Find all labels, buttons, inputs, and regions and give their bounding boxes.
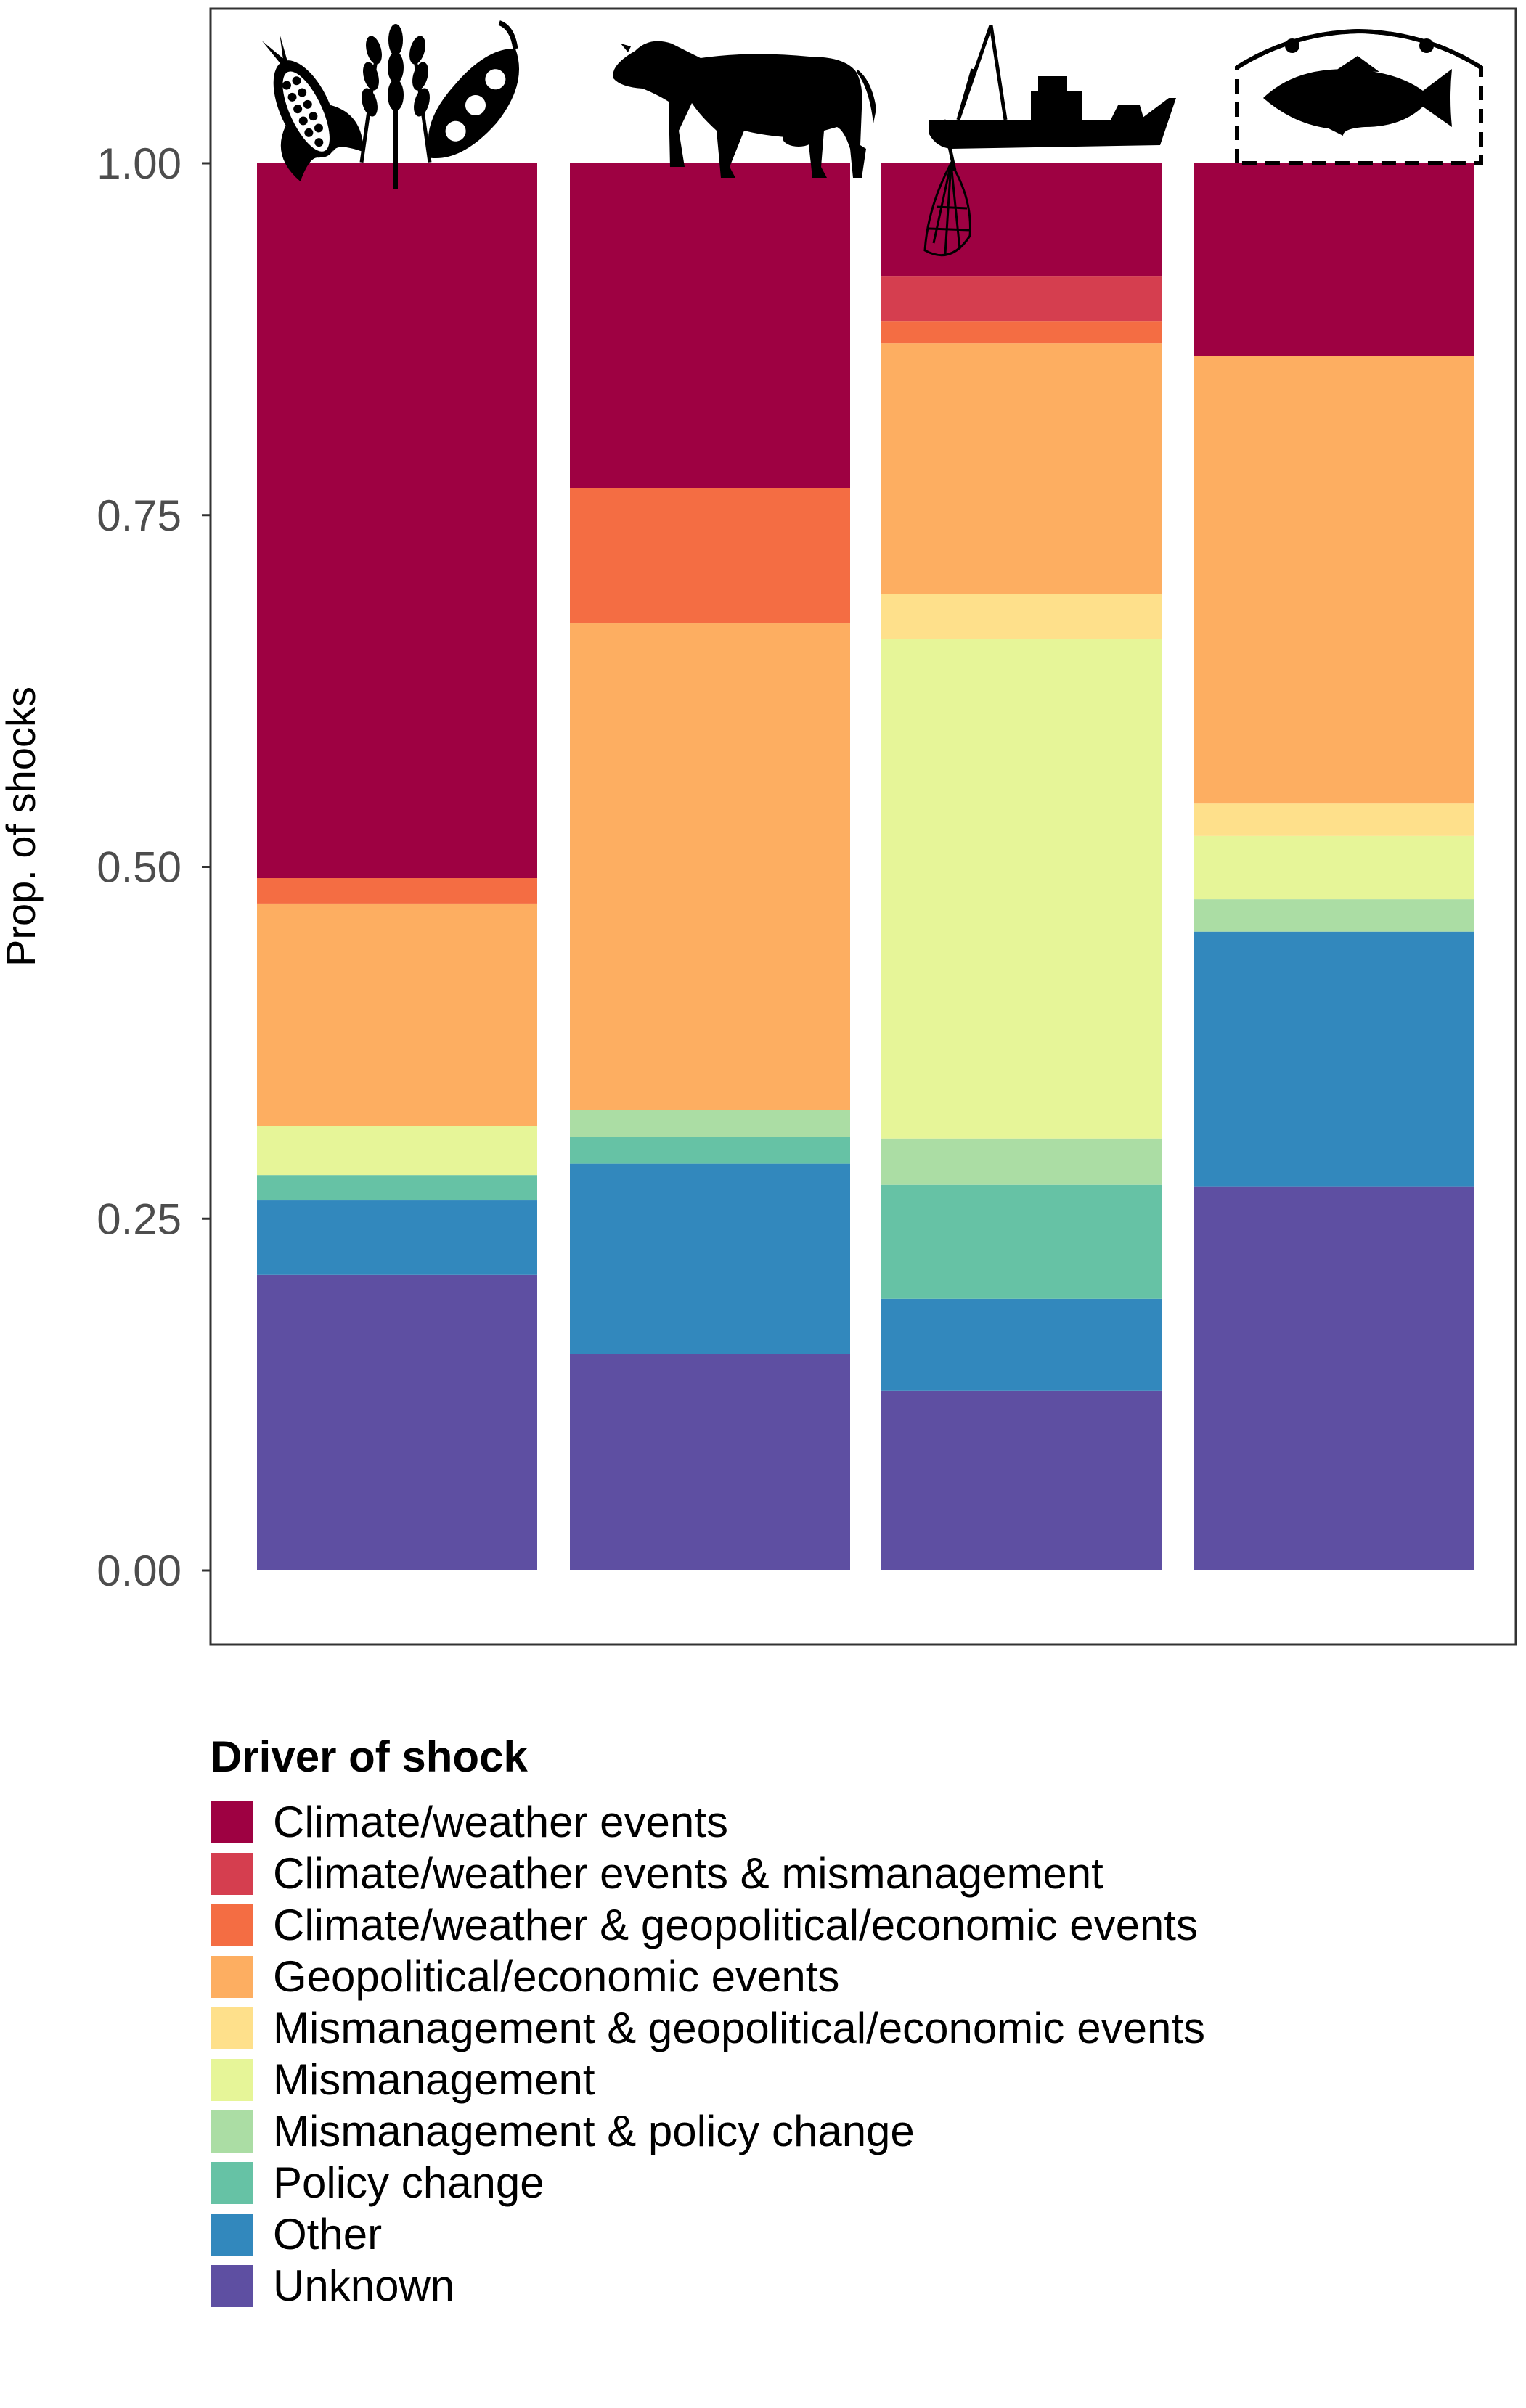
bar-segment <box>881 639 1162 1139</box>
y-tick-label: 0.25 <box>97 1195 181 1243</box>
bar-segment <box>257 878 537 904</box>
bar-segment <box>257 903 537 1126</box>
legend-item: Climate/weather & geopolitical/economic … <box>211 1899 1205 1951</box>
y-tick-label: 0.75 <box>97 491 181 540</box>
bar-segment <box>881 1184 1162 1299</box>
legend-label: Geopolitical/economic events <box>273 1952 840 2001</box>
bar-segment <box>1194 1186 1474 1570</box>
y-tick-label: 0.50 <box>97 843 181 892</box>
bar-segment <box>257 163 537 879</box>
y-axis-ticks: 0.00 0.25 0.50 0.75 1.00 <box>97 139 211 1595</box>
legend-label: Mismanagement <box>273 2055 595 2104</box>
bar-stack-crops <box>257 163 537 1570</box>
legend-swatch <box>211 2007 253 2049</box>
y-tick-label: 1.00 <box>97 139 181 188</box>
legend-label: Mismanagement & policy change <box>273 2107 915 2155</box>
legend-item: Mismanagement <box>211 2054 1205 2105</box>
legend-swatch <box>211 2264 253 2307</box>
bar-stack-fisheries <box>881 163 1162 1570</box>
legend-swatch <box>211 2161 253 2204</box>
fisheries-icon <box>923 25 1176 257</box>
bar-stack-livestock <box>570 163 850 1570</box>
y-axis-title: Prop. of shocks <box>0 687 44 967</box>
bar-segment <box>881 163 1162 277</box>
legend-items: Climate/weather events Climate/weather ev… <box>211 1796 1205 2311</box>
bar-segment <box>881 1138 1162 1185</box>
legend-title: Driver of shock <box>211 1732 528 1781</box>
bar-segment <box>1194 803 1474 836</box>
legend-label: Policy change <box>273 2158 544 2207</box>
legend-label: Climate/weather & geopolitical/economic … <box>273 1901 1198 1949</box>
chart: 0.00 0.25 0.50 0.75 1.00 Prop. of shocks <box>0 7 1517 1646</box>
bar-segment <box>257 1126 537 1176</box>
legend-item: Policy change <box>211 2157 1205 2208</box>
bar-segment <box>570 1137 850 1164</box>
bar-segment <box>257 1200 537 1275</box>
crops-icon <box>261 20 520 189</box>
legend-label: Climate/weather events & mismanagement <box>273 1849 1103 1898</box>
legend-swatch <box>211 1955 253 1998</box>
legend-swatch <box>211 1801 253 1843</box>
legend-label: Other <box>273 2210 383 2258</box>
y-tick-label: 0.00 <box>97 1547 181 1595</box>
bar-segment <box>1194 356 1474 804</box>
bar-segment <box>1194 163 1474 356</box>
legend-item: Unknown <box>211 2260 1205 2311</box>
bar-segment <box>570 1110 850 1137</box>
legend: Driver of shock Climate/weather events Cl… <box>211 1731 1205 2311</box>
legend-swatch <box>211 2058 253 2101</box>
bar-segment <box>881 276 1162 322</box>
bar-segment <box>257 1175 537 1201</box>
legend-swatch <box>211 1904 253 1946</box>
bar-segment <box>570 1354 850 1570</box>
bar-stacks <box>257 163 1474 1570</box>
bar-stack-aquaculture <box>1194 163 1474 1570</box>
bar-segment <box>881 594 1162 639</box>
legend-label: Mismanagement & geopolitical/economic ev… <box>273 2004 1205 2052</box>
bar-segment <box>1194 899 1474 932</box>
legend-swatch <box>211 2110 253 2153</box>
bar-segment <box>570 623 850 1110</box>
bar-segment <box>570 163 850 488</box>
legend-item: Mismanagement & policy change <box>211 2105 1205 2157</box>
livestock-icon <box>613 41 876 179</box>
legend-label: Climate/weather events <box>273 1798 728 1846</box>
bar-segment <box>881 1298 1162 1391</box>
legend-swatch <box>211 1852 253 1895</box>
legend-item: Other <box>211 2208 1205 2260</box>
legend-item: Climate/weather events <box>211 1796 1205 1848</box>
bar-segment <box>257 1274 537 1570</box>
legend-label: Unknown <box>273 2261 455 2310</box>
bar-segment <box>881 321 1162 344</box>
bar-segment <box>1194 931 1474 1187</box>
legend-item: Mismanagement & geopolitical/economic ev… <box>211 2002 1205 2054</box>
bar-segment <box>570 1163 850 1354</box>
bar-segment <box>570 488 850 624</box>
aquaculture-icon <box>1235 28 1483 165</box>
legend-item: Climate/weather events & mismanagement <box>211 1848 1205 1899</box>
bar-segment <box>881 343 1162 594</box>
bar-segment <box>1194 835 1474 900</box>
bar-segment <box>881 1390 1162 1570</box>
legend-swatch <box>211 2213 253 2256</box>
legend-item: Geopolitical/economic events <box>211 1951 1205 2002</box>
